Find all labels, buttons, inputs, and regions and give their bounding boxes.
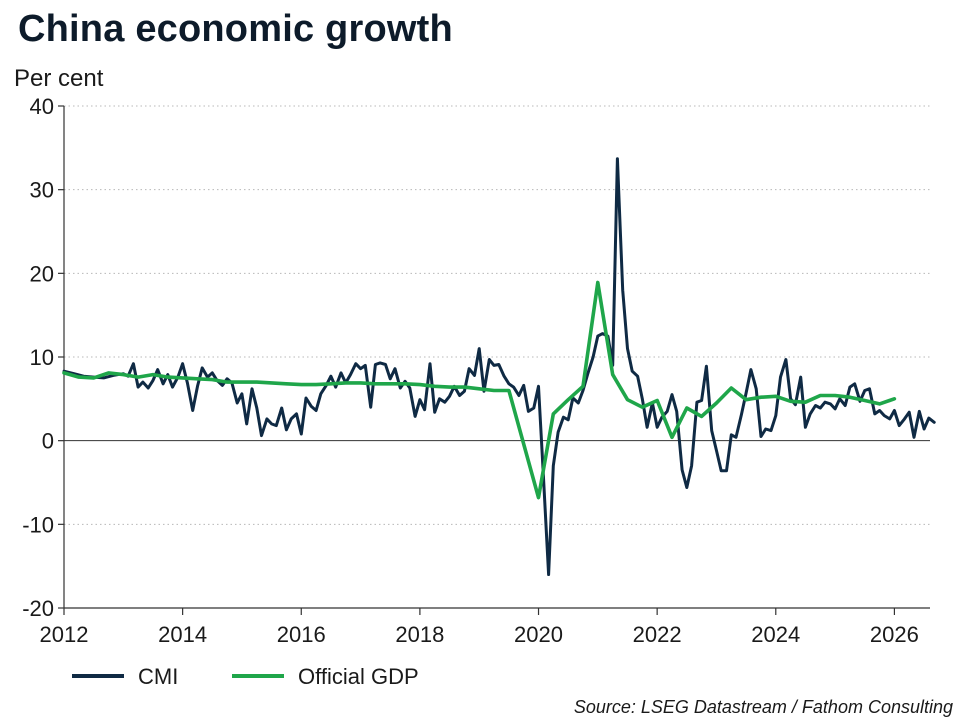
series-lines (62, 157, 936, 576)
y-tick-label: 20 (30, 261, 54, 286)
series-line-cmi (62, 157, 936, 576)
y-tick-labels: -20 -10 0 10 20 30 40 (22, 94, 54, 621)
x-tick-label: 2018 (395, 622, 444, 647)
x-tick-label: 2020 (514, 622, 563, 647)
x-tick-label: 2024 (751, 622, 800, 647)
x-tick-labels: 2012 2014 2016 2018 2020 2022 2024 2026 (40, 622, 919, 647)
axes (58, 105, 930, 615)
x-tick-label: 2026 (870, 622, 919, 647)
x-tick-label: 2016 (277, 622, 326, 647)
source-note: Source: LSEG Datastream / Fathom Consult… (574, 697, 953, 717)
y-tick-label: 30 (30, 178, 54, 203)
x-tick-label: 2014 (158, 622, 207, 647)
x-tick-label: 2022 (633, 622, 682, 647)
gridlines (64, 105, 930, 525)
series-line-official-gdp (62, 280, 897, 500)
legend-label: CMI (138, 664, 178, 689)
y-tick-label: -20 (22, 596, 54, 621)
y-axis-label: Per cent (14, 65, 104, 92)
legend: CMI Official GDP (72, 664, 419, 689)
y-tick-label: 40 (30, 94, 54, 119)
x-tick-label: 2012 (40, 622, 89, 647)
y-tick-label: -10 (22, 512, 54, 537)
legend-label: Official GDP (298, 664, 419, 689)
chart-title: China economic growth (18, 8, 453, 50)
y-tick-label: 0 (42, 429, 54, 454)
y-tick-label: 10 (30, 345, 54, 370)
